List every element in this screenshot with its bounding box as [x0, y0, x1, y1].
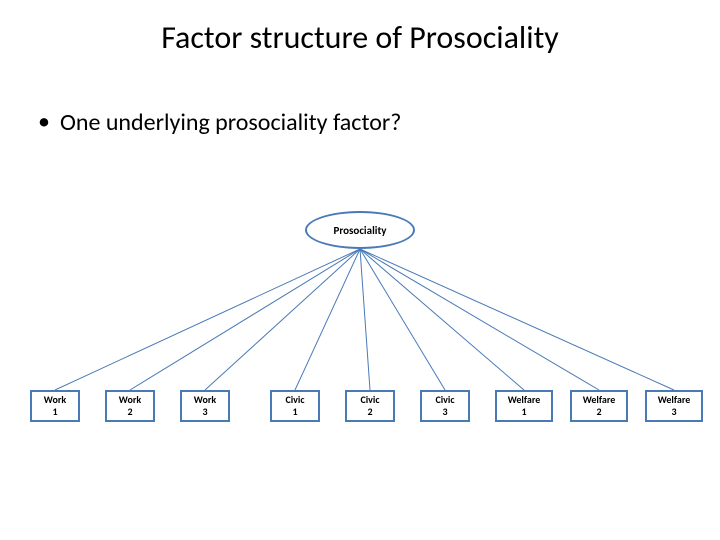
- bullet-text: One underlying prosociality factor?: [60, 108, 401, 137]
- indicator-node: Civic 3: [420, 390, 470, 422]
- indicator-node: Welfare 3: [645, 390, 703, 422]
- bullet-marker: •: [38, 108, 50, 137]
- indicator-node: Civic 2: [345, 390, 395, 422]
- page-title: Factor structure of Prosociality: [0, 18, 720, 57]
- factor-diagram: Prosociality Work 1 Work 2 Work 3 Civic 1 Civ…: [20, 200, 700, 440]
- indicator-node: Work 3: [180, 390, 230, 422]
- indicator-node: Welfare 1: [495, 390, 553, 422]
- bullet-item: • One underlying prosociality factor?: [38, 108, 401, 137]
- indicator-node: Work 2: [105, 390, 155, 422]
- indicator-node: Welfare 2: [570, 390, 628, 422]
- indicator-node: Civic 1: [270, 390, 320, 422]
- factor-node: Prosociality: [305, 211, 415, 249]
- indicator-node: Work 1: [30, 390, 80, 422]
